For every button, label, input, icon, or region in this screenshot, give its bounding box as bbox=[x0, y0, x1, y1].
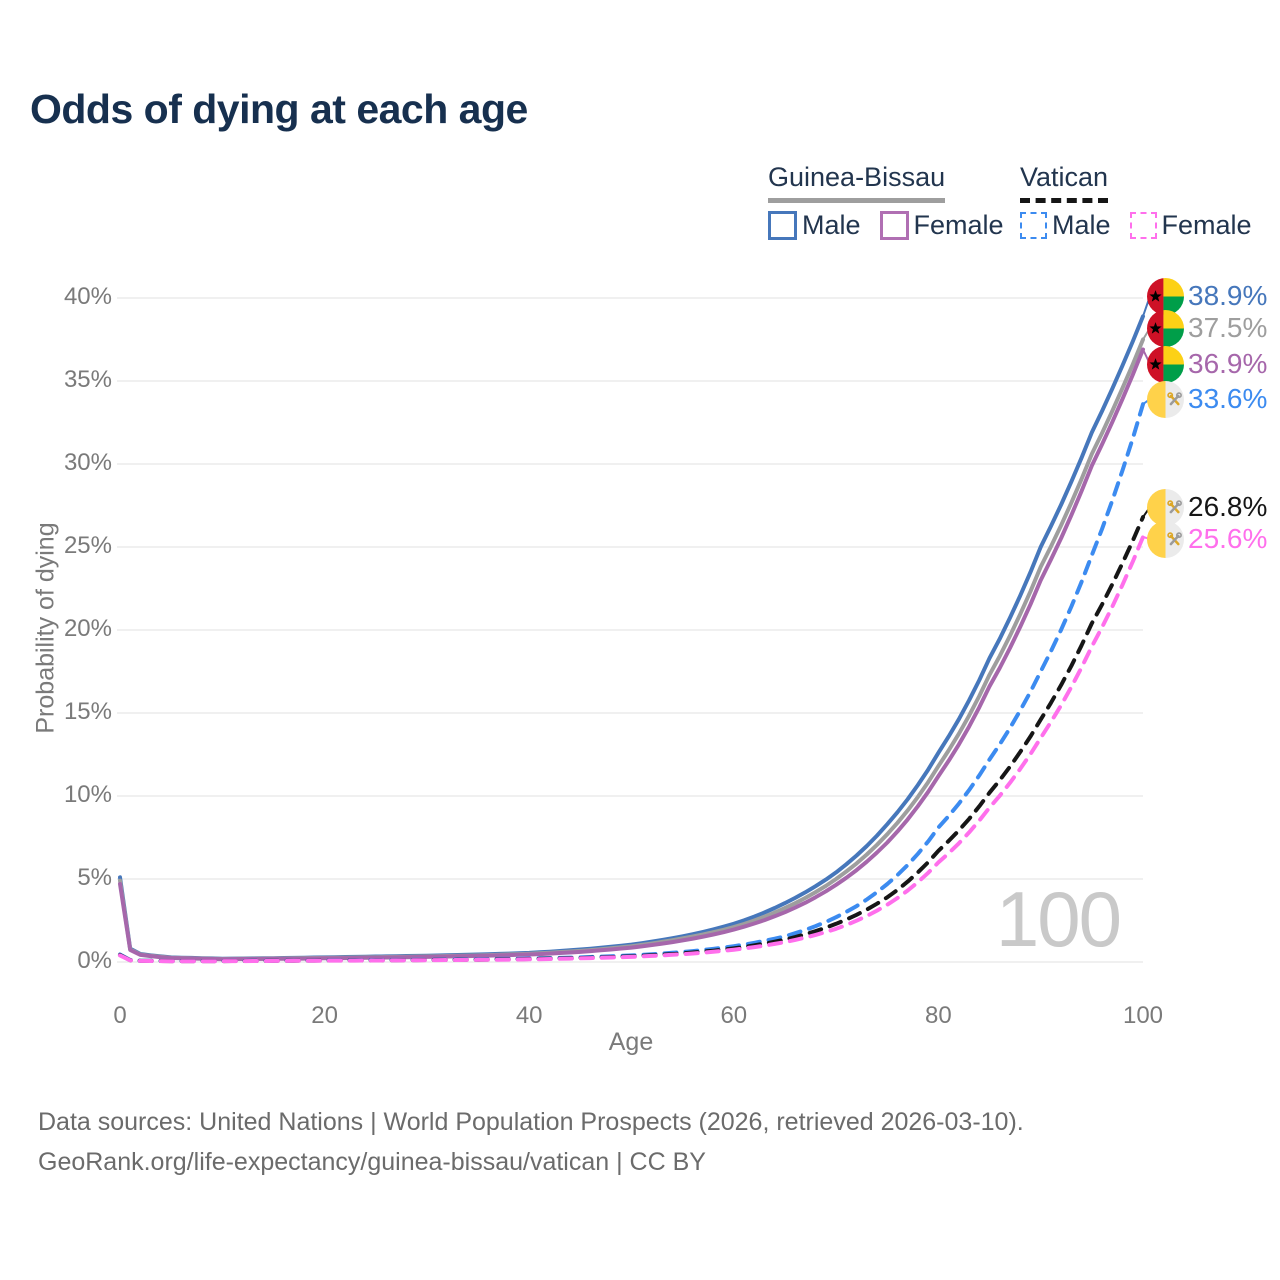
x-tick-80: 80 bbox=[925, 1002, 952, 1029]
legend-item-guinea-bissau-male[interactable]: Male bbox=[768, 210, 861, 241]
y-tick-20%: 20% bbox=[63, 615, 112, 642]
end-label-vatican-female: 25.6% bbox=[1188, 523, 1268, 554]
legend-swatch-guinea-bissau-female-icon bbox=[879, 211, 909, 240]
x-tick-60: 60 bbox=[720, 1002, 748, 1029]
end-label-vatican-male: 33.6% bbox=[1188, 383, 1268, 414]
end-label-vatican-both-sexes: 26.8% bbox=[1188, 491, 1268, 522]
legend-item-vatican-male[interactable]: Male bbox=[1020, 210, 1111, 241]
x-tick-20: 20 bbox=[311, 1002, 338, 1029]
legend-swatch-guinea-bissau-male-icon bbox=[768, 211, 797, 240]
end-label-guinea-bissau-both-sexes: 37.5% bbox=[1188, 312, 1268, 343]
y-tick-40%: 40% bbox=[63, 283, 112, 310]
guinea-bissau-flag-icon bbox=[1147, 278, 1184, 315]
line-guinea-bissau-male[interactable] bbox=[118, 314, 1145, 961]
guinea-bissau-flag-icon bbox=[1147, 346, 1184, 383]
x-tick-40: 40 bbox=[515, 1002, 543, 1029]
legend-item-vatican-female[interactable]: Female bbox=[1129, 210, 1252, 241]
end-label-guinea-bissau-male: 38.9% bbox=[1188, 280, 1268, 311]
end-label-guinea-bissau-female: 36.9% bbox=[1188, 348, 1268, 379]
legend-country-guinea-bissau: Guinea-Bissau bbox=[768, 162, 946, 203]
y-tick-15%: 15% bbox=[63, 698, 112, 725]
legend-group-guinea-bissau: Guinea-Bissau Male Female bbox=[768, 162, 1004, 241]
y-tick-5%: 5% bbox=[77, 864, 112, 891]
legend-country-vatican: Vatican bbox=[1020, 162, 1109, 203]
legend-label-male: Male bbox=[1052, 210, 1111, 240]
age-100-watermark: 100 bbox=[995, 875, 1122, 963]
x-tick-0: 0 bbox=[113, 1002, 127, 1029]
y-tick-35%: 35% bbox=[63, 366, 112, 393]
y-tick-25%: 25% bbox=[63, 532, 112, 559]
legend-label-female: Female bbox=[1161, 210, 1252, 240]
vatican-flag-icon bbox=[1147, 489, 1184, 526]
line-guinea-bissau-both-sexes[interactable] bbox=[118, 337, 1145, 961]
x-axis-title: Age bbox=[608, 1028, 654, 1056]
chart-title: Odds of dying at each age bbox=[30, 86, 528, 132]
legend-group-vatican: Vatican Male Female bbox=[1020, 162, 1252, 241]
footer-url: GeoRank.org/life-expectancy/guinea-bissa… bbox=[38, 1148, 706, 1176]
guinea-bissau-flag-icon bbox=[1147, 310, 1184, 347]
legend-swatch-vatican-female-icon bbox=[1129, 212, 1157, 239]
y-tick-30%: 30% bbox=[63, 449, 112, 476]
y-tick-10%: 10% bbox=[63, 781, 112, 808]
vatican-flag-icon bbox=[1147, 521, 1184, 558]
vatican-flag-icon bbox=[1147, 381, 1184, 418]
x-tick-100: 100 bbox=[1122, 1002, 1164, 1029]
footer-data-sources: Data sources: United Nations | World Pop… bbox=[38, 1108, 1024, 1136]
legend-swatch-vatican-male-icon bbox=[1020, 212, 1047, 239]
legend-label-female: Female bbox=[913, 210, 1004, 240]
y-tick-0%: 0% bbox=[77, 947, 112, 974]
legend-label-male: Male bbox=[802, 210, 861, 240]
line-vatican-female[interactable] bbox=[118, 535, 1145, 964]
legend-item-guinea-bissau-female[interactable]: Female bbox=[879, 210, 1004, 241]
